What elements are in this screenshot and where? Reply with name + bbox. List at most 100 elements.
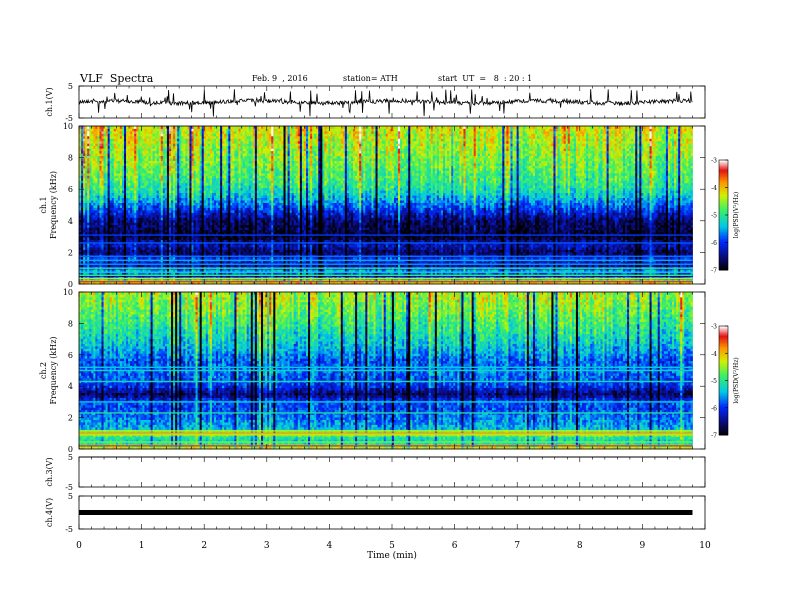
spectrogram-cell: [305, 281, 309, 285]
spectrogram-cell: [287, 264, 291, 268]
spectrogram-cell: [295, 281, 299, 285]
spectrogram-cell: [622, 281, 626, 285]
spectrogram-cell: [166, 281, 170, 285]
spectrogram-cell: [134, 264, 137, 268]
spectrogram-cell: [485, 279, 489, 282]
spectrogram-cell: [457, 269, 460, 273]
spectrogram-cell: [136, 279, 139, 282]
spectrogram-cell: [438, 281, 442, 285]
spectrogram-cell: [281, 281, 284, 285]
spectrogram-cell: [631, 279, 634, 282]
spectrogram-cell: [620, 269, 624, 273]
spectrogram-cell: [479, 281, 483, 285]
spectrogram-cell: [203, 271, 207, 275]
spectrogram-cell: [532, 269, 536, 273]
spectrogram-cell: [365, 269, 368, 273]
spectrogram-cell: [412, 269, 415, 273]
spectrogram-cell: [338, 279, 342, 282]
spectrogram-cell: [171, 279, 174, 282]
spectrogram-cell: [676, 279, 679, 282]
spectrogram-cell: [487, 279, 491, 282]
spectrogram-cell: [385, 271, 389, 275]
spectrogram-cell: [359, 279, 362, 282]
spectrogram-cell: [277, 279, 280, 282]
spectrogram-cell: [220, 264, 223, 268]
spectrogram-cell: [463, 271, 466, 275]
spectrogram-cell: [555, 271, 558, 275]
spectrogram-cell: [144, 279, 147, 282]
spectrogram-cell: [463, 269, 466, 273]
spectrogram-cell: [107, 279, 111, 282]
spectrogram-cell: [684, 279, 687, 282]
spectrogram-cell: [559, 269, 562, 273]
spectrogram-cell: [265, 264, 268, 268]
spectrogram-cell: [449, 281, 452, 285]
spectrogram-cell: [160, 281, 164, 285]
spectrogram-cell: [541, 269, 544, 273]
spectrogram-cell: [424, 279, 428, 282]
spectrogram-cell: [201, 281, 205, 285]
spectrogram-cell: [218, 271, 221, 275]
spectrogram-cell: [400, 279, 403, 282]
spectrogram-cell: [291, 281, 295, 285]
spectrogram-cell: [561, 279, 565, 282]
spectrogram-cell: [275, 271, 278, 275]
spectrogram-cell: [400, 281, 403, 285]
spectrogram-cell: [604, 269, 607, 273]
spectrogram-cell: [117, 271, 121, 275]
spectrogram-cell: [490, 279, 493, 282]
spectrogram-cell: [406, 279, 409, 282]
spectrogram-cell: [557, 271, 560, 275]
spectrogram-cell: [514, 271, 518, 275]
spectrogram-cell: [524, 281, 528, 285]
spectrogram-cell: [359, 281, 362, 285]
spectrogram-cell: [365, 279, 368, 282]
spectrogram-cell: [481, 279, 485, 282]
spectrogram-cell: [146, 269, 149, 273]
spectrogram-cell: [289, 281, 293, 285]
spectrogram-cell: [506, 271, 509, 275]
spectrogram-cell: [592, 281, 595, 285]
spectrogram-cell: [269, 271, 272, 275]
spectrogram-cell: [224, 281, 227, 285]
spectrogram-cell: [279, 281, 282, 285]
spectrogram-cell: [150, 281, 154, 285]
spectrogram-cell: [240, 264, 243, 268]
spectrogram-cell: [285, 271, 288, 275]
spectrogram-cell: [512, 269, 515, 273]
spectrogram-cell: [332, 271, 336, 275]
spectrogram-cell: [573, 279, 577, 282]
spectrogram-cell: [647, 271, 650, 275]
spectrogram-cell: [119, 264, 123, 268]
spectrogram-cell: [305, 271, 309, 275]
spectrogram-cell: [680, 281, 683, 285]
spectrogram-cell: [602, 281, 605, 285]
spectrogram-cell: [324, 271, 327, 275]
spectrogram-cell: [414, 269, 417, 273]
spectrogram-cell: [608, 279, 612, 282]
spectrogram-cell: [293, 271, 297, 275]
spectrogram-cell: [195, 264, 198, 268]
spectrogram-cell: [234, 269, 237, 273]
spectrogram-cell: [563, 269, 567, 273]
spectrogram-cell: [350, 279, 354, 282]
spectrogram-cell: [475, 269, 479, 273]
spectrogram-cell: [549, 281, 552, 285]
spectrogram-cell: [496, 271, 499, 275]
spectrogram-cell: [477, 269, 481, 273]
spectrogram-cell: [667, 279, 671, 282]
spectrogram-cell: [469, 269, 473, 273]
spectrogram-cell: [424, 271, 428, 275]
spectrogram-cell: [469, 279, 473, 282]
spectrogram-cell: [115, 269, 119, 273]
spectrogram-cell: [269, 279, 272, 282]
station-label: station= ATH: [343, 74, 398, 83]
spectrogram-cell: [301, 271, 305, 275]
spectrogram-cell: [547, 271, 550, 275]
spectrogram-cell: [477, 281, 481, 285]
spectrogram-cell: [518, 279, 522, 282]
spectrogram-cell: [269, 269, 272, 273]
spectrogram-cell: [334, 271, 338, 275]
spectrogram-cell: [222, 271, 225, 275]
spectrogram-cell: [537, 271, 540, 275]
